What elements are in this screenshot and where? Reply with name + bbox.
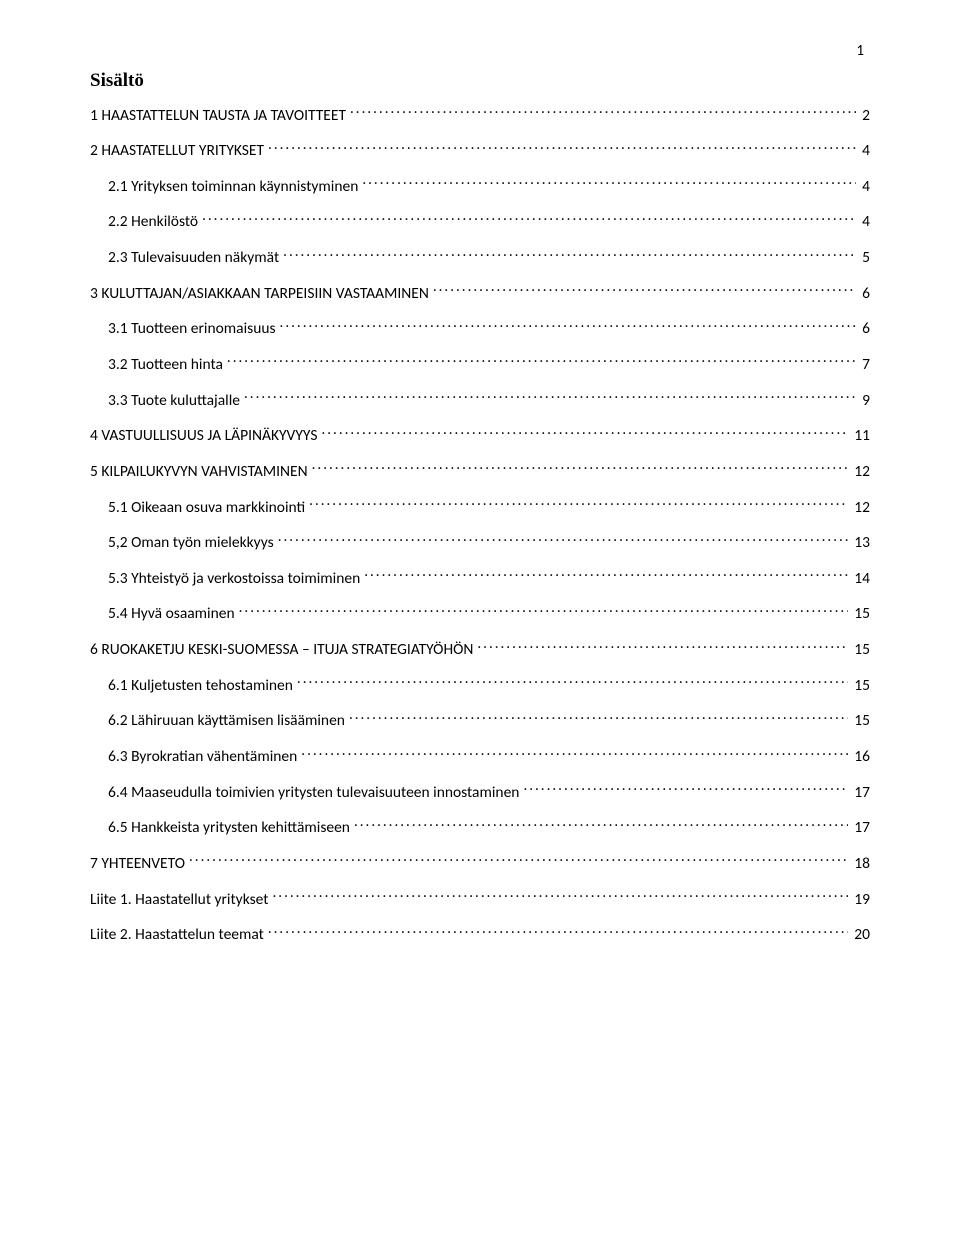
toc-entry-label: Liite 2. Haastattelun teemat [90, 925, 264, 945]
toc-entry-page: 6 [860, 284, 870, 304]
toc-entry-label: 5.3 Yhteistyö ja verkostoissa toimiminen [108, 569, 360, 589]
toc-entry: 6.3 Byrokratian vähentäminen 16 [90, 746, 870, 768]
toc-leader [312, 460, 849, 476]
toc-entry: 6.2 Lähiruuan käyttämisen lisääminen 15 [90, 710, 870, 732]
toc-leader [477, 639, 848, 655]
toc-leader [349, 710, 848, 726]
toc-entry: 5.4 Hyvä osaaminen 15 [90, 603, 870, 625]
toc-entry: 1 HAASTATTELUN TAUSTA JA TAVOITTEET 2 [90, 104, 870, 126]
toc-entry: 6.4 Maaseudulla toimivien yritysten tule… [90, 781, 870, 803]
toc-list: 1 HAASTATTELUN TAUSTA JA TAVOITTEET 2 2 HA… [90, 104, 870, 945]
toc-entry-label: 5,2 Oman työn mielekkyys [108, 533, 274, 553]
toc-entry-page: 2 [860, 106, 870, 126]
toc-entry: Liite 2. Haastattelun teemat 20 [90, 924, 870, 946]
toc-entry: 3.2 Tuotteen hinta 7 [90, 353, 870, 375]
toc-entry-label: 2.3 Tulevaisuuden näkymät [108, 248, 279, 268]
toc-entry-page: 17 [852, 818, 870, 838]
toc-entry-page: 5 [860, 248, 870, 268]
toc-entry-page: 15 [852, 640, 870, 660]
toc-entry-page: 11 [852, 426, 870, 446]
toc-entry-label: 5.1 Oikeaan osuva markkinointi [108, 498, 305, 518]
toc-leader [362, 175, 856, 191]
page-number: 1 [856, 42, 864, 60]
toc-entry-page: 9 [860, 391, 870, 411]
toc-entry-page: 15 [852, 676, 870, 696]
toc-entry: 6.1 Kuljetusten tehostaminen 15 [90, 674, 870, 696]
toc-entry-page: 13 [852, 533, 870, 553]
toc-entry: 2.2 Henkilöstö 4 [90, 211, 870, 233]
toc-entry-page: 7 [860, 355, 870, 375]
toc-entry-label: 1 HAASTATTELUN TAUSTA JA TAVOITTEET [90, 106, 346, 126]
toc-entry: 5,2 Oman työn mielekkyys 13 [90, 532, 870, 554]
toc-leader [268, 140, 856, 156]
toc-entry: 3.1 Tuotteen erinomaisuus 6 [90, 318, 870, 340]
toc-entry: Liite 1. Haastatellut yritykset 19 [90, 888, 870, 910]
toc-entry-label: 5.4 Hyvä osaaminen [108, 604, 235, 624]
toc-entry: 5.1 Oikeaan osuva markkinointi 12 [90, 496, 870, 518]
toc-entry: 5.3 Yhteistyö ja verkostoissa toimiminen… [90, 567, 870, 589]
toc-entry-page: 17 [852, 783, 870, 803]
toc-entry: 2.1 Yrityksen toiminnan käynnistyminen 4 [90, 175, 870, 197]
toc-leader [354, 817, 848, 833]
toc-entry-label: 4 VASTUULLISUUS JA LÄPINÄKYVYYS [90, 426, 317, 446]
toc-leader [523, 781, 848, 797]
toc-entry: 6 RUOKAKETJU KESKI-SUOMESSA – ITUJA STRA… [90, 639, 870, 661]
toc-entry-page: 15 [852, 711, 870, 731]
toc-entry-label: 6.3 Byrokratian vähentäminen [108, 747, 297, 767]
toc-entry: 7 YHTEENVETO 18 [90, 852, 870, 874]
toc-entry-page: 4 [860, 141, 870, 161]
toc-entry-label: 3.3 Tuote kuluttajalle [108, 391, 240, 411]
toc-leader [433, 282, 856, 298]
toc-entry-page: 20 [852, 925, 870, 945]
toc-entry-page: 12 [852, 498, 870, 518]
toc-entry-label: 6.2 Lähiruuan käyttämisen lisääminen [108, 711, 345, 731]
toc-entry-page: 4 [860, 177, 870, 197]
toc-leader [239, 603, 849, 619]
toc-entry-label: 6 RUOKAKETJU KESKI-SUOMESSA – ITUJA STRA… [90, 640, 473, 660]
toc-entry: 5 KILPAILUKYVYN VAHVISTAMINEN 12 [90, 460, 870, 482]
toc-leader [301, 746, 848, 762]
toc-entry: 3.3 Tuote kuluttajalle 9 [90, 389, 870, 411]
toc-entry-label: 3 KULUTTAJAN/ASIAKKAAN TARPEISIIN VASTAA… [90, 284, 429, 304]
toc-entry: 4 VASTUULLISUUS JA LÄPINÄKYVYYS 11 [90, 425, 870, 447]
toc-leader [202, 211, 856, 227]
toc-leader [268, 924, 848, 940]
toc-entry: 2 HAASTATELLUT YRITYKSET 4 [90, 140, 870, 162]
toc-leader [227, 353, 856, 369]
toc-entry-label: 3.1 Tuotteen erinomaisuus [108, 319, 276, 339]
toc-leader [364, 567, 848, 583]
toc-entry-label: 2.2 Henkilöstö [108, 212, 198, 232]
toc-entry-label: 6.5 Hankkeista yritysten kehittämiseen [108, 818, 350, 838]
toc-entry-label: 2.1 Yrityksen toiminnan käynnistyminen [108, 177, 358, 197]
toc-leader [273, 888, 849, 904]
toc-entry-page: 15 [852, 604, 870, 624]
toc-entry-label: 7 YHTEENVETO [90, 854, 185, 874]
toc-entry-page: 19 [852, 890, 870, 910]
toc-entry-page: 16 [852, 747, 870, 767]
toc-entry-page: 4 [860, 212, 870, 232]
toc-entry-page: 14 [852, 569, 870, 589]
toc-entry-page: 6 [860, 319, 870, 339]
toc-entry-label: 6.1 Kuljetusten tehostaminen [108, 676, 293, 696]
toc-entry: 3 KULUTTAJAN/ASIAKKAAN TARPEISIIN VASTAA… [90, 282, 870, 304]
toc-entry-label: 2 HAASTATELLUT YRITYKSET [90, 141, 264, 161]
toc-leader [280, 318, 857, 334]
toc-entry-label: 6.4 Maaseudulla toimivien yritysten tule… [108, 783, 519, 803]
toc-leader [244, 389, 856, 405]
toc-heading: Sisältö [90, 70, 870, 92]
toc-entry-label: 5 KILPAILUKYVYN VAHVISTAMINEN [90, 462, 308, 482]
toc-entry-label: 3.2 Tuotteen hinta [108, 355, 223, 375]
toc-entry-label: Liite 1. Haastatellut yritykset [90, 890, 269, 910]
toc-leader [278, 532, 849, 548]
toc-entry-page: 18 [852, 854, 870, 874]
toc-leader [321, 425, 848, 441]
toc-leader [189, 852, 848, 868]
toc-leader [297, 674, 848, 690]
toc-entry-page: 12 [852, 462, 870, 482]
toc-entry: 2.3 Tulevaisuuden näkymät 5 [90, 247, 870, 269]
toc-entry: 6.5 Hankkeista yritysten kehittämiseen 17 [90, 817, 870, 839]
toc-leader [283, 247, 856, 263]
toc-leader [309, 496, 848, 512]
toc-leader [350, 104, 856, 120]
